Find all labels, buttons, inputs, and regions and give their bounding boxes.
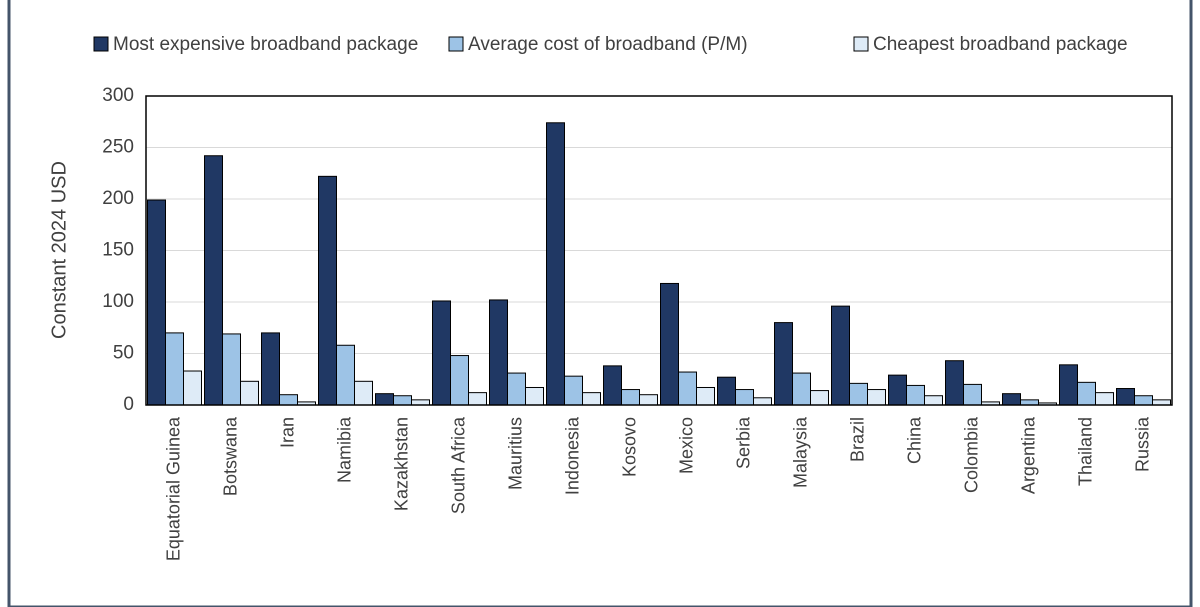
bar bbox=[204, 155, 223, 406]
x-tick-label: Kosovo bbox=[619, 417, 639, 477]
bar bbox=[1059, 364, 1078, 406]
bar bbox=[411, 399, 430, 406]
x-tick-label: Kazakhstan bbox=[391, 417, 411, 511]
bar bbox=[888, 374, 907, 406]
bar bbox=[147, 199, 166, 406]
bar bbox=[525, 386, 544, 406]
bar bbox=[849, 382, 868, 406]
y-tick-label: 150 bbox=[102, 240, 134, 261]
y-tick-label: 100 bbox=[102, 291, 134, 312]
y-tick-label: 250 bbox=[102, 137, 134, 158]
bar bbox=[717, 376, 736, 406]
bar bbox=[240, 380, 259, 406]
legend-label: Most expensive broadband package bbox=[113, 34, 418, 55]
bar bbox=[963, 383, 982, 406]
legend-label: Average cost of broadband (P/M) bbox=[468, 34, 748, 55]
bar bbox=[354, 380, 373, 406]
bar bbox=[678, 371, 697, 406]
bar bbox=[564, 375, 583, 406]
bar bbox=[1077, 381, 1096, 406]
bar bbox=[450, 355, 469, 406]
bar bbox=[336, 344, 355, 406]
bar bbox=[489, 299, 508, 406]
x-tick-label: Iran bbox=[277, 417, 297, 448]
legend-label: Cheapest broadband package bbox=[873, 34, 1128, 55]
bar bbox=[432, 300, 451, 406]
y-tick-label: 0 bbox=[123, 394, 134, 415]
bar bbox=[603, 365, 622, 406]
bar bbox=[165, 332, 184, 406]
bar bbox=[1002, 393, 1021, 406]
bar bbox=[774, 322, 793, 406]
x-tick-label: Namibia bbox=[334, 416, 354, 483]
y-axis-label: Constant 2024 USD bbox=[48, 161, 70, 339]
bar bbox=[792, 372, 811, 406]
frame bbox=[7, 0, 1193, 607]
bar bbox=[393, 395, 412, 406]
bar bbox=[753, 397, 772, 406]
bar bbox=[183, 370, 202, 406]
bar bbox=[867, 389, 886, 406]
legend-swatch bbox=[853, 36, 869, 52]
x-tick-label: Equatorial Guinea bbox=[163, 416, 183, 561]
x-tick-label: Mauritius bbox=[505, 417, 525, 490]
bar bbox=[222, 333, 241, 406]
bar bbox=[1116, 388, 1135, 406]
bar bbox=[318, 175, 337, 406]
bar bbox=[621, 389, 640, 406]
x-tick-label: Malaysia bbox=[790, 416, 810, 488]
bar bbox=[507, 372, 526, 406]
bar bbox=[1020, 399, 1039, 406]
bar bbox=[375, 393, 394, 406]
x-tick-label: Russia bbox=[1132, 416, 1152, 472]
legend-swatch bbox=[448, 36, 464, 52]
bar bbox=[945, 360, 964, 406]
bar bbox=[660, 282, 679, 406]
x-tick-label: Brazil bbox=[847, 417, 867, 462]
bar bbox=[1152, 399, 1171, 406]
y-tick-label: 200 bbox=[102, 188, 134, 209]
bar bbox=[546, 122, 565, 406]
bar bbox=[261, 332, 280, 406]
x-tick-label: Serbia bbox=[733, 416, 753, 469]
bar bbox=[735, 389, 754, 406]
bar bbox=[279, 394, 298, 406]
x-tick-label: Colombia bbox=[961, 416, 981, 493]
x-tick-label: Argentina bbox=[1018, 416, 1038, 494]
y-tick-label: 50 bbox=[113, 343, 134, 364]
bar bbox=[696, 386, 715, 406]
x-tick-label: Mexico bbox=[676, 417, 696, 474]
y-tick-label: 300 bbox=[102, 85, 134, 106]
bar bbox=[831, 305, 850, 406]
bar bbox=[924, 395, 943, 406]
bar bbox=[1134, 395, 1153, 406]
x-tick-label: Botswana bbox=[220, 416, 240, 496]
legend-swatch bbox=[93, 36, 109, 52]
x-tick-label: China bbox=[904, 416, 924, 464]
x-tick-label: Thailand bbox=[1075, 417, 1095, 486]
bar bbox=[639, 394, 658, 406]
bar bbox=[468, 392, 487, 406]
bar bbox=[810, 390, 829, 406]
bar bbox=[582, 392, 601, 406]
x-tick-label: Indonesia bbox=[562, 416, 582, 495]
plot-border bbox=[145, 95, 1173, 406]
x-tick-label: South Africa bbox=[448, 416, 468, 514]
bar bbox=[1095, 392, 1114, 406]
bar bbox=[906, 384, 925, 406]
